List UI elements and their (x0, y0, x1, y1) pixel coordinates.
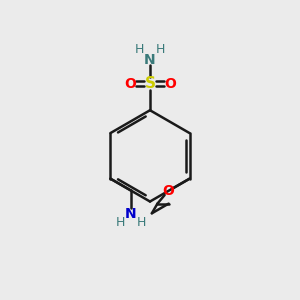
Text: H: H (156, 43, 165, 56)
Text: N: N (125, 207, 137, 221)
Text: O: O (162, 184, 174, 198)
Text: H: H (115, 216, 125, 229)
Text: O: O (164, 77, 176, 91)
Text: H: H (137, 216, 146, 229)
Text: O: O (124, 77, 136, 91)
Text: S: S (145, 76, 155, 91)
Text: H: H (135, 43, 144, 56)
Text: N: N (144, 52, 156, 67)
